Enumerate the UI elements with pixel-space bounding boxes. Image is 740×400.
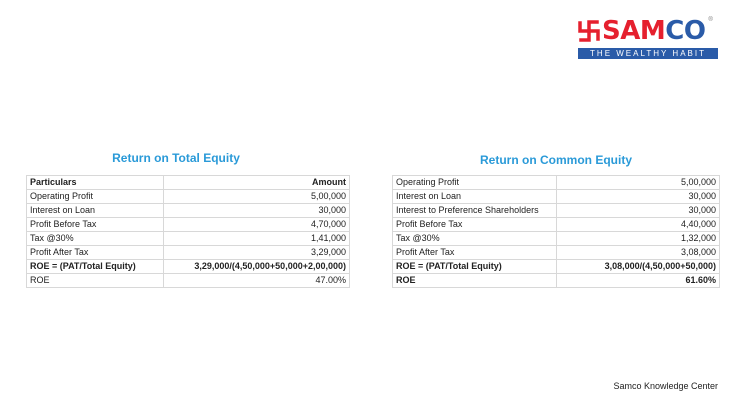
row-label: Tax @30% [392,231,557,246]
table-row: ROE = (PAT/Total Equity) 3,29,000/(4,50,0… [26,259,350,274]
return-on-total-equity-table: Particulars Amount Operating Profit 5,00,00… [26,175,350,288]
row-label: Interest on Loan [392,189,557,204]
row-label: Particulars [26,175,164,190]
registered-mark: ® [708,17,713,23]
row-value: 3,08,000/(4,50,000+50,000) [556,259,720,274]
left-table-title: Return on Total Equity [112,151,240,165]
table-row: Interest on Loan 30,000 [26,203,350,218]
table-row: Operating Profit 5,00,000 [392,175,720,190]
row-value: 3,29,000 [163,245,350,260]
row-value: Amount [163,175,350,190]
table-row: Profit After Tax 3,08,000 [392,245,720,260]
logo-tagline: THE WEALTHY HABIT [578,48,718,59]
row-value: 1,41,000 [163,231,350,246]
logo-text-left: SAM [602,16,666,46]
row-value: 3,29,000/(4,50,000+50,000+2,00,000) [163,259,350,274]
row-label: Profit After Tax [392,245,557,260]
table-row: Profit Before Tax 4,40,000 [392,217,720,232]
row-value: 4,40,000 [556,217,720,232]
table-row: Interest on Loan 30,000 [392,189,720,204]
samco-swastik-icon [578,20,600,42]
row-label: Operating Profit [392,175,557,190]
table-row: ROE 61.60% [392,273,720,288]
row-value: 61.60% [556,273,720,288]
row-label: ROE [392,273,557,288]
row-value: 30,000 [556,189,720,204]
table-row: ROE 47.00% [26,273,350,288]
table-row: Profit Before Tax 4,70,000 [26,217,350,232]
row-label: Profit After Tax [26,245,164,260]
row-label: Interest to Preference Shareholders [392,203,557,218]
footer-text: Samco Knowledge Center [613,381,718,391]
table-row: Tax @30% 1,32,000 [392,231,720,246]
table-row: Tax @30% 1,41,000 [26,231,350,246]
table-row: Profit After Tax 3,29,000 [26,245,350,260]
row-value: 4,70,000 [163,217,350,232]
row-label: ROE = (PAT/Total Equity) [26,259,164,274]
row-value: 30,000 [556,203,720,218]
return-on-common-equity-table: Operating Profit 5,00,000 Interest on Loan… [392,175,720,288]
table-row: Particulars Amount [26,175,350,190]
row-value: 5,00,000 [556,175,720,190]
right-table-title: Return on Common Equity [480,153,632,167]
row-value: 5,00,000 [163,189,350,204]
row-value: 30,000 [163,203,350,218]
row-value: 3,08,000 [556,245,720,260]
samco-logo: SAMCO ® THE WEALTHY HABIT [578,16,728,59]
row-label: ROE [26,273,164,288]
row-label: Profit Before Tax [392,217,557,232]
row-label: Interest on Loan [26,203,164,218]
row-label: Operating Profit [26,189,164,204]
row-value: 47.00% [163,273,350,288]
table-row: Interest to Preference Shareholders 30,00… [392,203,720,218]
table-row: ROE = (PAT/Total Equity) 3,08,000/(4,50,0… [392,259,720,274]
row-label: ROE = (PAT/Total Equity) [392,259,557,274]
row-value: 1,32,000 [556,231,720,246]
row-label: Profit Before Tax [26,217,164,232]
logo-text-right: CO [665,16,706,46]
row-label: Tax @30% [26,231,164,246]
table-row: Operating Profit 5,00,000 [26,189,350,204]
